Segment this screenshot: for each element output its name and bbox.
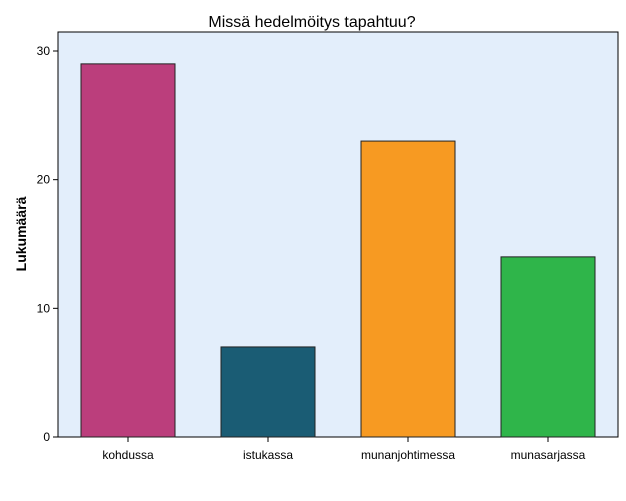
x-axis: kohdussa istukassa munanjohtimessa munasarj… bbox=[102, 437, 586, 462]
y-axis: 0 10 20 30 bbox=[37, 44, 58, 444]
chart-title: Missä hedelmöitys tapahtuu? bbox=[208, 14, 415, 31]
bar-munanjohtimessa bbox=[360, 140, 456, 438]
y-tick-label: 30 bbox=[37, 44, 51, 58]
bar-munasarjassa bbox=[500, 256, 596, 438]
y-tick-label: 10 bbox=[37, 301, 51, 315]
y-tick-label: 20 bbox=[37, 173, 51, 187]
bar-istukassa bbox=[220, 346, 316, 438]
bar-kohdussa bbox=[80, 63, 176, 438]
x-tick-label: kohdussa bbox=[102, 448, 154, 462]
x-tick-label: istukassa bbox=[243, 448, 293, 462]
x-tick-label: munanjohtimessa bbox=[361, 448, 455, 462]
x-tick-label: munasarjassa bbox=[511, 448, 586, 462]
y-axis-label: Lukumäärä bbox=[13, 196, 29, 271]
y-tick-label: 0 bbox=[43, 430, 50, 444]
